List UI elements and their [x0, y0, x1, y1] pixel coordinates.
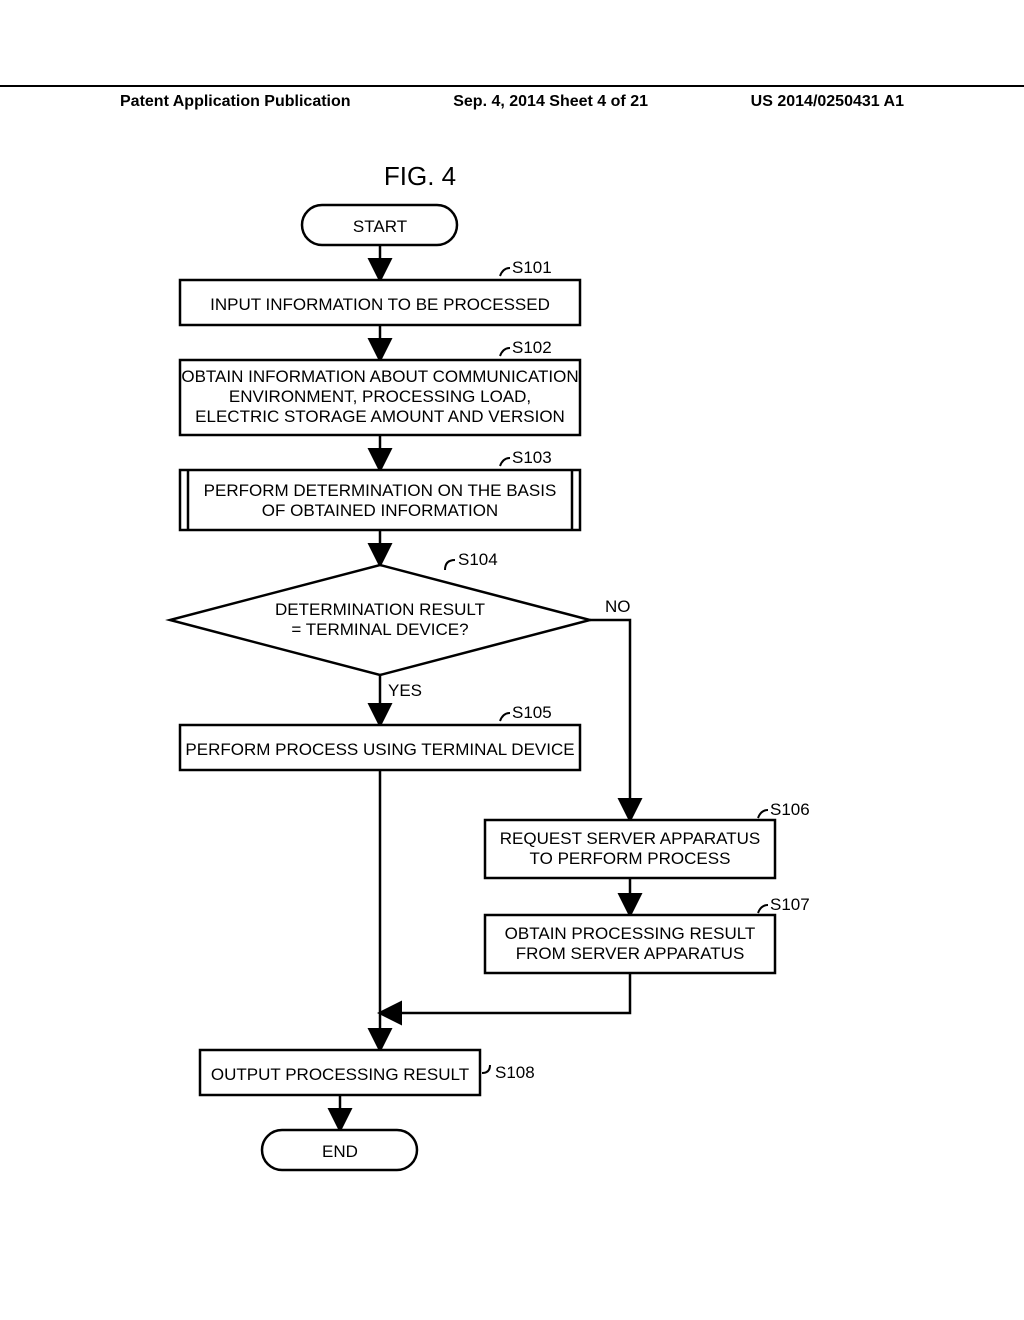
s101-label: S101: [512, 258, 552, 277]
s102-box: OBTAIN INFORMATION ABOUT COMMUNICATION E…: [180, 360, 580, 435]
s107-line1: OBTAIN PROCESSING RESULT: [505, 924, 756, 943]
s106-box: REQUEST SERVER APPARATUS TO PERFORM PROC…: [485, 820, 775, 878]
s105-label: S105: [512, 703, 552, 722]
arrow-s107-merge: [382, 973, 630, 1013]
s106-line1: REQUEST SERVER APPARATUS: [500, 829, 760, 848]
no-label: NO: [605, 597, 631, 616]
s103-label: S103: [512, 448, 552, 467]
end-label: END: [322, 1142, 358, 1161]
start-label: START: [353, 217, 407, 236]
s108-text: OUTPUT PROCESSING RESULT: [211, 1065, 469, 1084]
s101-text: INPUT INFORMATION TO BE PROCESSED: [210, 295, 550, 314]
s106-line2: TO PERFORM PROCESS: [530, 849, 731, 868]
arrow-s104-no: [590, 620, 630, 818]
s102-line3: ELECTRIC STORAGE AMOUNT AND VERSION: [195, 407, 565, 426]
s104-diamond: DETERMINATION RESULT = TERMINAL DEVICE?: [170, 565, 590, 675]
header-left: Patent Application Publication: [120, 93, 351, 111]
s103-line2: OF OBTAINED INFORMATION: [262, 501, 498, 520]
s106-label: S106: [770, 800, 810, 819]
end-terminal: END: [262, 1130, 417, 1170]
patent-header: Patent Application Publication Sep. 4, 2…: [0, 85, 1024, 111]
header-center: Sep. 4, 2014 Sheet 4 of 21: [453, 93, 648, 111]
flowchart-svg: FIG. 4 START S101 INPUT INFORMATION TO B…: [0, 150, 1024, 1320]
s102-label: S102: [512, 338, 552, 357]
s108-label: S108: [495, 1063, 535, 1082]
yes-label: YES: [388, 681, 422, 700]
s105-text: PERFORM PROCESS USING TERMINAL DEVICE: [185, 740, 574, 759]
s107-label: S107: [770, 895, 810, 914]
s103-line1: PERFORM DETERMINATION ON THE BASIS: [204, 481, 557, 500]
figure-title: FIG. 4: [384, 161, 456, 191]
s102-line2: ENVIRONMENT, PROCESSING LOAD,: [229, 387, 531, 406]
s101-box: INPUT INFORMATION TO BE PROCESSED: [180, 280, 580, 325]
s108-box: OUTPUT PROCESSING RESULT: [200, 1050, 480, 1095]
header-right: US 2014/0250431 A1: [751, 93, 904, 111]
s107-box: OBTAIN PROCESSING RESULT FROM SERVER APP…: [485, 915, 775, 973]
s105-box: PERFORM PROCESS USING TERMINAL DEVICE: [180, 725, 580, 770]
s104-line1: DETERMINATION RESULT: [275, 600, 485, 619]
s102-line1: OBTAIN INFORMATION ABOUT COMMUNICATION: [181, 367, 578, 386]
s107-line2: FROM SERVER APPARATUS: [516, 944, 745, 963]
s104-line2: = TERMINAL DEVICE?: [291, 620, 468, 639]
s103-box: PERFORM DETERMINATION ON THE BASIS OF OB…: [180, 470, 580, 530]
start-terminal: START: [302, 205, 457, 245]
s104-label: S104: [458, 550, 498, 569]
